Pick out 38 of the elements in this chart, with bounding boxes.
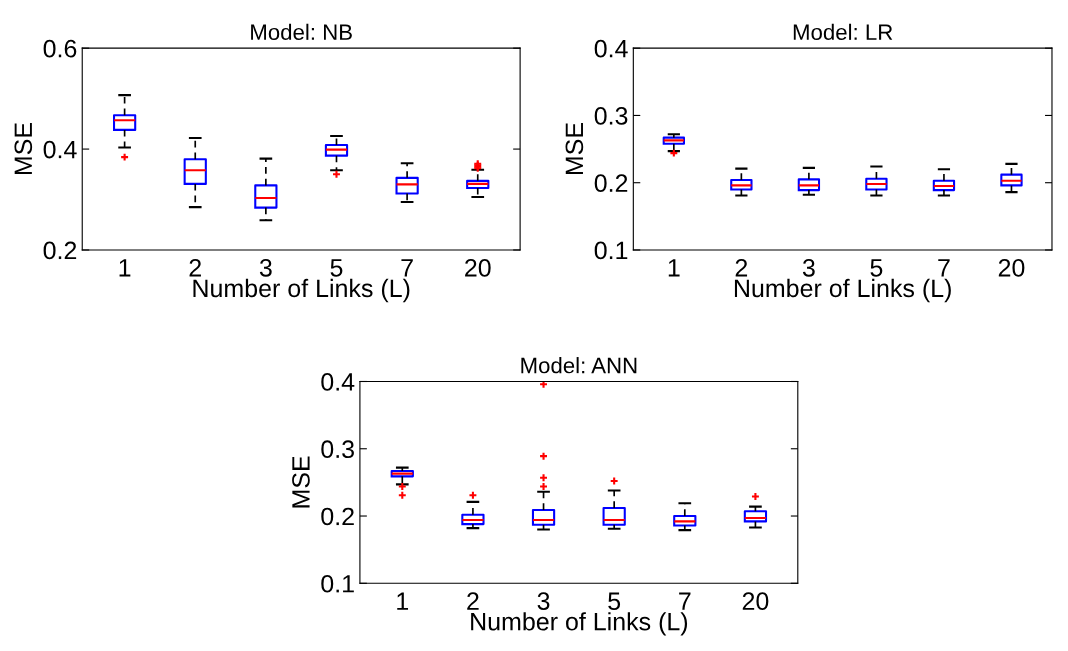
y-tick-label: 0.3 (594, 107, 628, 125)
y-tick-label: 0.1 (594, 241, 628, 260)
x-tick-label: 5 (330, 259, 343, 277)
x-axis-title: Number of Links (L) (471, 612, 688, 636)
y-axis-title: MSE (292, 456, 310, 508)
x-tick-label: 3 (537, 592, 550, 610)
y-tick-label: 0.2 (594, 174, 628, 193)
y-axis-title: MSE (565, 123, 584, 175)
y-tick-label: 0.4 (321, 373, 355, 391)
y-tick-label: 0.2 (43, 241, 77, 260)
x-axis-title: Number of Links (L) (193, 278, 410, 303)
y-tick-label: 0.1 (321, 574, 354, 593)
x-tick-label: 7 (938, 259, 950, 277)
x-tick-label: 2 (735, 258, 748, 277)
x-axis-title: Number of Links (L) (734, 278, 951, 303)
y-axis-title: MSE (14, 123, 33, 175)
x-tick-label: 2 (467, 592, 479, 610)
x-tick-label: 1 (668, 259, 680, 277)
chart-title: Model: LR (793, 23, 893, 41)
x-tick-label: 3 (802, 258, 815, 277)
x-tick-label: 20 (742, 592, 769, 610)
y-tick-label: 0.2 (321, 507, 354, 526)
x-tick-label: 5 (870, 259, 883, 277)
x-tick-label: 3 (259, 258, 272, 277)
y-tick-label: 0.3 (321, 440, 354, 459)
x-tick-label: 20 (465, 258, 491, 277)
x-tick-label: 1 (119, 259, 131, 277)
x-tick-label: 7 (401, 259, 413, 277)
x-tick-label: 1 (397, 592, 409, 610)
x-tick-label: 2 (189, 258, 201, 277)
y-tick-label: 0.4 (594, 39, 628, 58)
chart-title: Model: NB (251, 23, 352, 41)
chart-title: Model: ANN (521, 357, 637, 374)
x-tick-label: 7 (679, 592, 691, 610)
x-tick-label: 5 (608, 592, 621, 610)
y-tick-label: 0.4 (43, 140, 77, 159)
x-tick-label: 20 (998, 258, 1025, 277)
y-tick-label: 0.6 (43, 39, 77, 58)
